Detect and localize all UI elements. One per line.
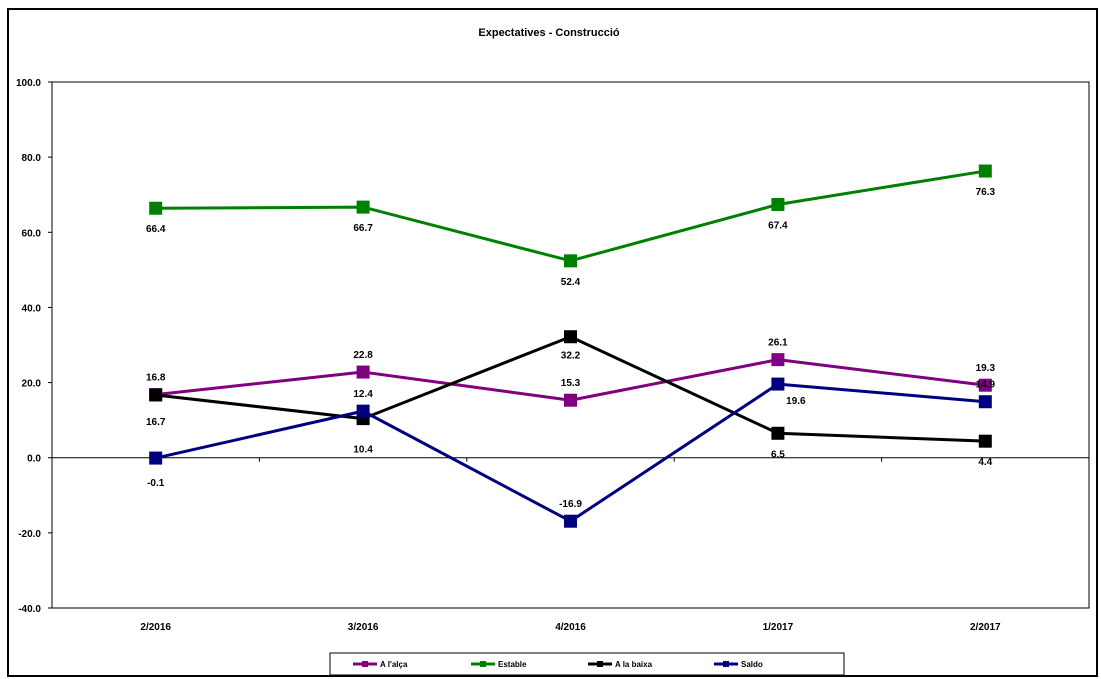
data-label: 14.9 — [976, 380, 996, 391]
data-point — [149, 388, 163, 402]
legend-box — [329, 652, 845, 676]
data-point — [564, 254, 577, 268]
legend-label: A la baixa — [615, 660, 653, 669]
x-tick-label: 2/2016 — [140, 622, 171, 633]
data-point — [564, 393, 577, 407]
data-point — [978, 164, 992, 178]
axes: 100.0 80.0 60.0 40.0 20.0 0.0 -20.0 -40.0 2/2016… — [16, 78, 1090, 633]
data-label: 6.5 — [771, 449, 785, 460]
legend-label: Estable — [498, 660, 527, 669]
data-label: -16.9 — [559, 499, 582, 510]
y-tick-label: 0.0 — [27, 454, 41, 465]
data-point — [978, 378, 992, 392]
data-label: 15.3 — [561, 378, 581, 389]
x-tick-label: 3/2016 — [348, 622, 379, 633]
data-label: 52.4 — [561, 277, 581, 288]
x-tick-label: 4/2016 — [555, 622, 586, 633]
x-tick-label: 1/2017 — [763, 622, 794, 633]
data-label: 16.8 — [146, 373, 166, 384]
data-label: -0.1 — [147, 478, 165, 489]
y-tick-label: 100.0 — [16, 78, 41, 89]
plot-area — [51, 81, 1090, 609]
y-tick-label: -40.0 — [18, 604, 41, 615]
data-label: 10.4 — [353, 445, 373, 456]
data-point — [149, 201, 163, 215]
y-tick-label: 80.0 — [22, 153, 42, 164]
legend-marker — [723, 661, 729, 667]
y-tick-label: 40.0 — [22, 303, 42, 314]
data-point — [771, 377, 785, 391]
x-tick-label: 2/2017 — [970, 622, 1001, 633]
data-point — [149, 451, 163, 465]
legend: A l'alça Estable A la baixa Saldo — [329, 652, 845, 676]
legend-marker — [362, 661, 368, 667]
data-point — [356, 200, 370, 214]
data-point — [564, 514, 577, 528]
data-label: 16.7 — [146, 417, 166, 428]
series-layer — [149, 164, 992, 528]
data-point — [356, 365, 370, 379]
legend-label: A l'alça — [380, 660, 408, 669]
y-tick-label: 60.0 — [22, 228, 42, 239]
data-label: 12.4 — [353, 389, 373, 400]
legend-marker — [597, 661, 603, 667]
data-label: 4.4 — [978, 457, 992, 468]
data-label: 66.7 — [353, 223, 373, 234]
data-label: 32.2 — [561, 351, 581, 362]
data-point — [978, 395, 992, 409]
data-point — [771, 197, 785, 211]
legend-marker — [480, 661, 486, 667]
data-labels: 16.8 22.8 15.3 26.1 19.3 66.4 66.7 52.4 67.4 76.3… — [146, 187, 996, 510]
data-label: 76.3 — [976, 187, 996, 198]
series-line — [155, 169, 986, 263]
data-label: 67.4 — [768, 220, 788, 231]
data-label: 66.4 — [146, 224, 166, 235]
data-label: 26.1 — [768, 338, 788, 349]
data-label: 19.6 — [786, 396, 806, 407]
legend-label: Saldo — [741, 660, 763, 669]
data-point — [564, 330, 577, 344]
data-point — [771, 353, 785, 367]
data-point — [978, 434, 992, 448]
data-label: 19.3 — [976, 363, 996, 374]
data-label: 22.8 — [353, 350, 373, 361]
y-tick-label: -20.0 — [18, 529, 41, 540]
data-point — [356, 404, 370, 418]
y-tick-label: 20.0 — [22, 379, 42, 390]
chart-title: Expectatives - Construcció — [478, 27, 619, 39]
data-point — [771, 426, 785, 440]
